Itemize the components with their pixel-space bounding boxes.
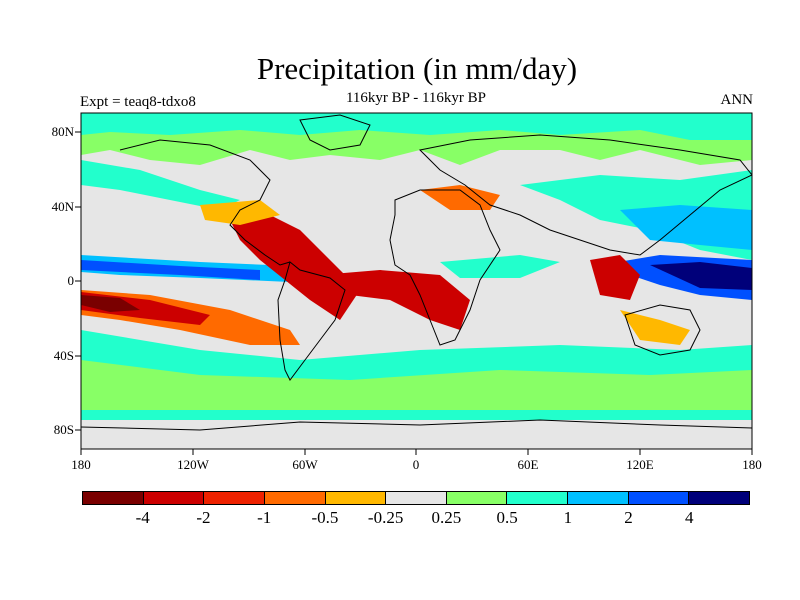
colorbar xyxy=(82,491,750,505)
axis-ticks xyxy=(75,131,753,455)
tropical-atlantic-red xyxy=(320,270,470,330)
colorbar-label: -2 xyxy=(196,508,211,527)
xtick-0: 0 xyxy=(412,457,420,472)
experiment-label: Expt = teaq8-tdxo8 xyxy=(80,94,196,110)
colorbar-segment xyxy=(204,492,265,504)
north-america-coast xyxy=(119,139,291,266)
colorbar-segment xyxy=(264,492,326,504)
south-pacific-darkred xyxy=(81,295,140,312)
central-america-red xyxy=(230,215,360,320)
colorbar-label: 2 xyxy=(624,508,633,527)
north-pacific-cyan xyxy=(81,160,240,210)
coastlines xyxy=(81,114,752,431)
xtick-120w: 120W xyxy=(177,457,209,472)
colorbar-segment xyxy=(628,492,690,504)
antarctic-neutral xyxy=(81,425,752,449)
mediterranean-orange xyxy=(420,185,500,210)
plot-title: Precipitation (in mm/day) xyxy=(256,51,578,86)
itcz-blue xyxy=(81,260,260,280)
xtick-60w: 60W xyxy=(292,457,318,472)
season-label: ANN xyxy=(720,92,754,108)
precip-field xyxy=(81,113,752,449)
wpac-darkblue xyxy=(650,262,752,290)
maritime-red xyxy=(590,255,640,300)
south-america-coast xyxy=(277,261,346,381)
colorbar-label: -0.5 xyxy=(311,508,339,527)
colorbar-segment xyxy=(83,492,144,504)
colorbar-label: 0.5 xyxy=(496,508,518,527)
indian-ocean-cyan xyxy=(440,255,560,278)
ytick-40s: 40S xyxy=(53,348,74,363)
colorbar-segment xyxy=(325,492,387,504)
ytick-80s: 80S xyxy=(53,422,74,437)
colorbar-segment xyxy=(689,492,750,504)
colorbar-label: -1 xyxy=(257,508,272,527)
colorbar-segment xyxy=(143,492,205,504)
colorbar-segment xyxy=(507,492,569,504)
africa-coast xyxy=(389,189,501,346)
na-orange xyxy=(200,200,280,225)
ytick-0: 0 xyxy=(67,273,75,288)
west-pacific-blue xyxy=(620,205,752,250)
plot-subtitle: 116kyr BP - 116kyr BP xyxy=(345,90,486,106)
arctic-cyan xyxy=(81,113,752,140)
greenland-coast xyxy=(299,114,371,151)
southern-ocean-green xyxy=(81,360,752,410)
colorbar-segment xyxy=(446,492,508,504)
antarctica-coast xyxy=(81,419,752,431)
australia-coast xyxy=(624,304,701,356)
xtick-120e: 120E xyxy=(626,457,654,472)
colorbar-segment xyxy=(568,492,629,504)
colorbar-segment xyxy=(386,492,447,504)
ytick-80n: 80N xyxy=(51,124,74,139)
colorbar-label: -4 xyxy=(135,508,150,527)
xtick-180-west: 180 xyxy=(71,457,91,472)
colorbar-label: 0.25 xyxy=(431,508,462,527)
xtick-180-east: 180 xyxy=(742,457,762,472)
colorbar-label: 1 xyxy=(563,508,573,527)
australia-orange xyxy=(620,310,690,345)
xtick-60e: 60E xyxy=(517,457,539,472)
ytick-40n: 40N xyxy=(51,199,74,214)
eurasia-coast xyxy=(418,134,752,256)
colorbar-label: -0.25 xyxy=(367,508,404,527)
colorbar-label: 4 xyxy=(685,508,694,527)
